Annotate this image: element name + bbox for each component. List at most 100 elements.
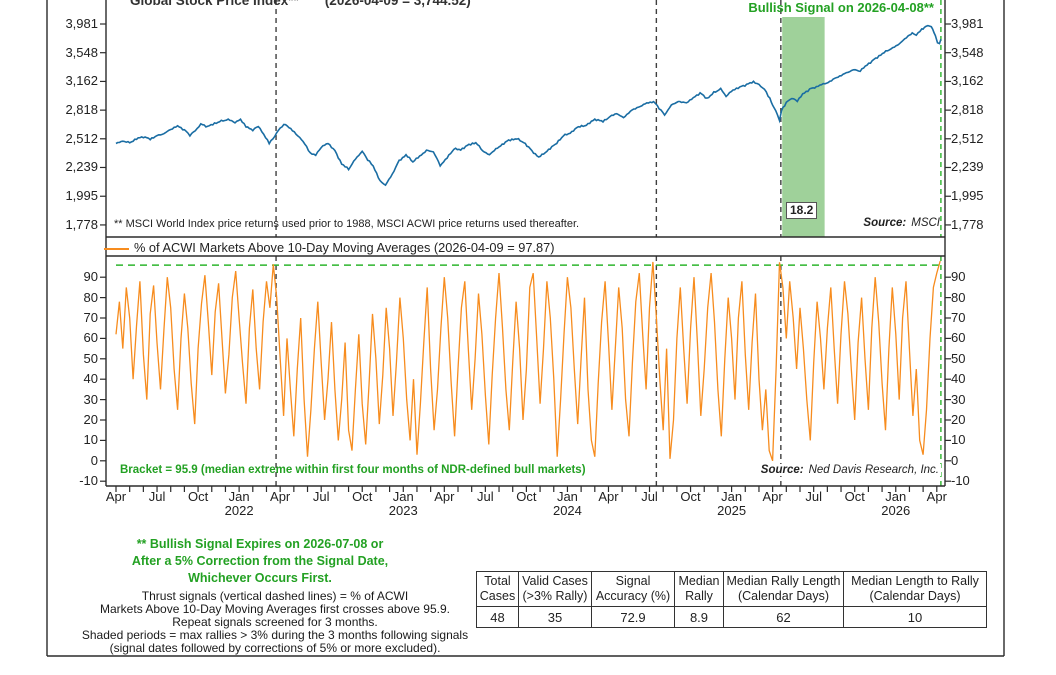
source-value: Ned Davis Research, Inc.	[808, 464, 939, 476]
signal-expiry-note: ** Bullish Signal Expires on 2026-07-08 …	[131, 537, 389, 585]
oscillator-ytick-right: 30	[951, 391, 966, 407]
x-tick-label: Apr	[598, 489, 619, 504]
oscillator-ytick-left: 90	[83, 269, 98, 285]
source-msci: Source: MSCI	[863, 217, 940, 229]
oscillator-ytick-right: 10	[951, 432, 966, 448]
price-ytick-left: 1,778	[65, 216, 98, 232]
price-ytick-right: 2,818	[951, 102, 984, 118]
methodology-note: Thrust signals (vertical dashed lines) =…	[81, 589, 469, 655]
x-tick-label: Jul	[805, 489, 822, 504]
bullish-signal-annotation: Bullish Signal on 2026-04-08**	[748, 0, 934, 15]
x-tick-label: Apr	[270, 489, 291, 504]
oscillator-ytick-right: 60	[951, 330, 966, 346]
oscillator-ytick-left: 70	[83, 310, 98, 325]
price-ytick-right: 1,995	[951, 188, 984, 204]
price-ytick-left: 3,162	[65, 73, 98, 89]
x-tick-label: Oct	[516, 489, 537, 504]
price-ytick-left: 3,981	[65, 16, 98, 31]
x-tick-label: Jan	[392, 489, 414, 504]
x-tick-label: Oct	[352, 489, 373, 504]
median-length-to-rally-value: 10	[843, 606, 987, 628]
oscillator-ytick-right: 80	[951, 289, 966, 305]
x-tick-label: Oct	[680, 489, 701, 504]
breadth-oscillator-line	[115, 260, 941, 462]
valid-cases-value: 35	[518, 606, 592, 628]
oscillator-ytick-right: 20	[951, 412, 966, 427]
source-label: Source:	[863, 217, 907, 229]
oscillator-ytick-left: 20	[83, 412, 98, 427]
x-tick-label: Apr	[105, 489, 127, 504]
x-tick-year: 2024	[552, 503, 582, 518]
table-value-row: 48 35 72.9 8.9 62 10	[476, 606, 987, 628]
col-header-median-length-to-rally: Median Length to Rally (Calendar Days)	[843, 571, 987, 607]
chart-title-main: Global Stock Price Index**	[130, 0, 299, 8]
x-tick-label: Jul	[148, 489, 166, 504]
chart-title-value: (2026-04-09 = 3,744.52)	[324, 0, 471, 8]
x-tick-label: Jan	[885, 489, 907, 504]
x-tick-label: Jan	[721, 489, 743, 504]
col-header-valid-cases: Valid Cases (>3% Rally)	[518, 571, 592, 607]
price-ytick-right: 1,778	[951, 216, 984, 232]
x-tick-label: Jul	[477, 489, 494, 504]
price-ytick-right: 3,162	[951, 73, 984, 89]
x-tick-label: Oct	[187, 489, 209, 504]
oscillator-ytick-right: 90	[951, 269, 966, 285]
price-ytick-left: 2,239	[65, 159, 98, 175]
x-tick-label: Apr	[434, 489, 455, 504]
signal-statistics-table: Total Cases Valid Cases (>3% Rally) Sign…	[476, 571, 987, 628]
x-tick-year: 2023	[388, 503, 418, 518]
x-tick-label: Apr	[926, 489, 947, 504]
chart-title: Global Stock Price Index** (2026-04-09 = …	[130, 0, 471, 8]
price-ytick-right: 2,512	[951, 130, 984, 146]
x-tick-label: Jul	[312, 489, 330, 504]
source-ndr: Source: Ned Davis Research, Inc.	[758, 464, 941, 476]
x-tick-year: 2025	[717, 503, 747, 518]
median-rally-length-value: 62	[723, 606, 844, 628]
x-tick-label: Apr	[762, 489, 783, 504]
x-tick-label: Jul	[641, 489, 658, 504]
oscillator-ytick-left: 40	[83, 371, 98, 387]
x-tick-year: 2022	[224, 503, 254, 518]
oscillator-ytick-right: 50	[951, 350, 966, 366]
x-tick-year: 2026	[881, 503, 911, 518]
orange-line-swatch-icon	[104, 247, 129, 250]
x-tick-label: Jan	[556, 489, 578, 504]
x-tick-label: Jan	[228, 489, 250, 504]
price-ytick-left: 3,548	[65, 44, 98, 60]
table-header-row: Total Cases Valid Cases (>3% Rally) Sign…	[476, 571, 987, 607]
oscillator-ytick-left: 0	[90, 452, 98, 468]
col-header-signal-accuracy: Signal Accuracy (%)	[591, 571, 675, 607]
source-value: MSCI	[911, 217, 940, 229]
oscillator-ytick-right: 40	[951, 371, 966, 387]
median-rally-value: 8.9	[674, 606, 724, 628]
max-rally-value-badge: 18.2	[786, 202, 818, 219]
price-index-line	[115, 24, 942, 187]
price-ytick-right: 3,981	[951, 16, 984, 31]
oscillator-legend: % of ACWI Markets Above 10-Day Moving Av…	[104, 240, 555, 255]
oscillator-ytick-left: -10	[79, 473, 98, 489]
x-tick-label: Oct	[844, 489, 865, 504]
oscillator-ytick-right: 0	[951, 452, 959, 468]
col-header-total-cases: Total Cases	[476, 571, 519, 607]
price-ytick-right: 3,548	[951, 44, 984, 60]
col-header-median-rally: Median Rally	[674, 571, 724, 607]
oscillator-ytick-left: 50	[83, 350, 98, 366]
price-ytick-right: 2,239	[951, 159, 984, 175]
oscillator-ytick-right: -10	[951, 473, 970, 489]
source-label: Source:	[760, 464, 804, 476]
total-cases-value: 48	[476, 606, 519, 628]
oscillator-ytick-right: 70	[951, 310, 966, 325]
col-header-median-rally-length: Median Rally Length (Calendar Days)	[723, 571, 844, 607]
msci-footnote: ** MSCI World Index price returns used p…	[114, 218, 580, 230]
signal-accuracy-value: 72.9	[591, 606, 675, 628]
oscillator-ytick-left: 80	[83, 289, 98, 305]
oscillator-ytick-left: 60	[83, 330, 98, 346]
price-ytick-left: 2,512	[65, 130, 98, 146]
rally-shaded-region	[782, 17, 825, 237]
bracket-note: Bracket = 95.9 (median extreme within fi…	[120, 464, 586, 476]
oscillator-ytick-left: 30	[83, 391, 98, 407]
price-ytick-left: 1,995	[65, 188, 98, 204]
